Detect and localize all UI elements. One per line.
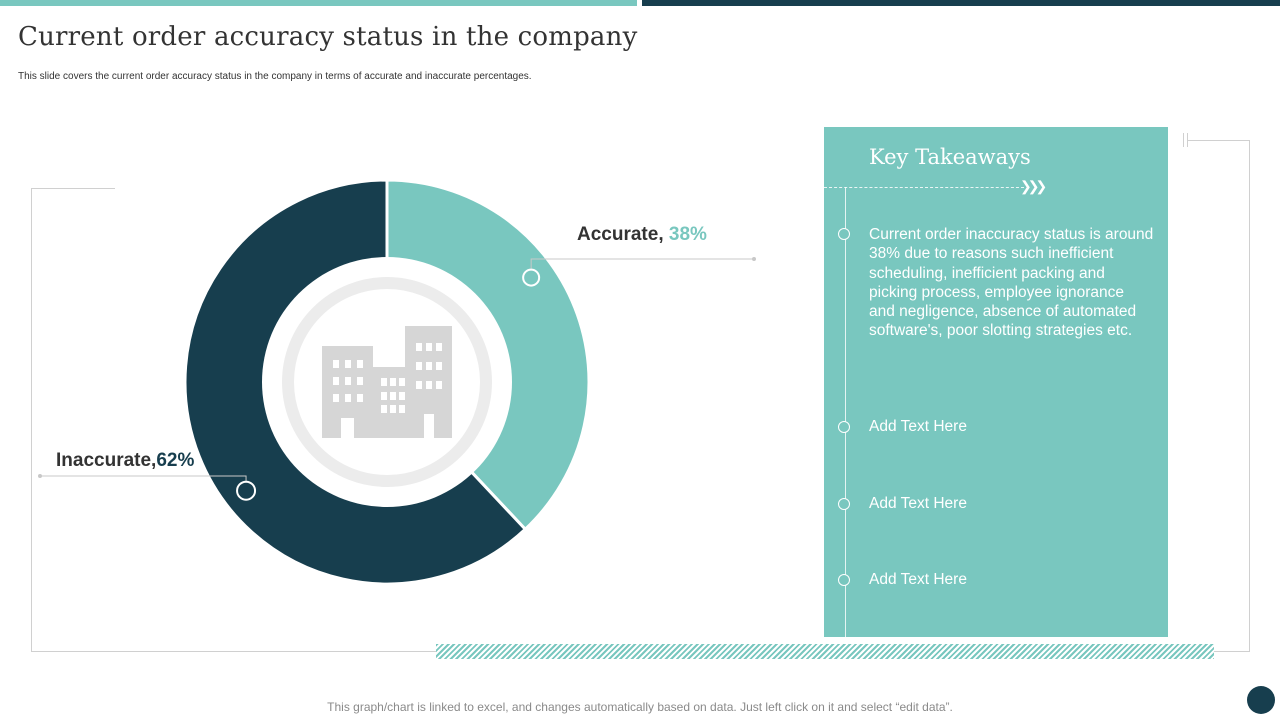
building-gap [424,414,434,438]
building-window [426,381,432,389]
building-window [357,360,363,368]
building-window [436,343,442,351]
building-window [345,377,351,385]
key-takeaways-panel: Key Takeaways ❯❯❯ Current order inaccura… [824,127,1168,637]
building-window [399,392,405,400]
building-window [357,394,363,402]
timeline-dot [838,228,850,240]
building-window [399,405,405,413]
building-middle [373,367,407,438]
building-window [390,378,396,386]
building-window [416,381,422,389]
building-window [436,381,442,389]
panel-divider [824,187,1024,188]
data-label-accurate-name: Accurate, [577,224,664,245]
frame-line-top-left [31,188,115,189]
top-accent-bar-left [0,0,637,6]
timeline-dot [838,498,850,510]
frame-line-right [1249,140,1250,652]
marker-dot-inaccurate [236,480,257,501]
chevron-right-icon: ❯❯❯ [1020,178,1047,194]
takeaway-text-3: Add Text Here [869,495,967,512]
building-window [333,377,339,385]
building-window [345,394,351,402]
donut-inner-ring [282,277,492,487]
takeaway-text-4: Add Text Here [869,571,967,588]
leader-line-accurate [530,258,754,278]
takeaway-text-1: Current order inaccuracy status is aroun… [869,226,1154,340]
frame-line-top-right [1188,140,1250,141]
corner-dot [1247,686,1275,714]
frame-tick-2 [1187,133,1188,147]
page-title: Current order accuracy status in the com… [18,22,638,52]
timeline-line [845,187,846,637]
data-label-inaccurate-value: 62% [156,450,195,471]
building-window [426,343,432,351]
building-window [399,378,405,386]
page-subtitle: This slide covers the current order accu… [18,71,532,82]
building-window [426,362,432,370]
data-label-accurate-value: 38% [668,224,707,245]
building-window [357,377,363,385]
building-window [390,405,396,413]
data-label-accurate: Accurate, 38% [577,224,707,246]
building-window [416,343,422,351]
frame-tick-1 [1183,133,1184,147]
data-label-inaccurate-name: Inaccurate, [56,450,157,471]
building-window [333,394,339,402]
data-label-inaccurate: Inaccurate,62% [56,450,194,472]
key-takeaways-title: Key Takeaways [869,145,1031,169]
building-window [345,360,351,368]
donut-chart[interactable] [0,0,800,720]
timeline-dot [838,421,850,433]
takeaway-text-2: Add Text Here [869,418,967,435]
building-window [381,392,387,400]
footer-note: This graph/chart is linked to excel, and… [327,700,953,714]
building-window [436,362,442,370]
building-window [416,362,422,370]
building-window [381,378,387,386]
frame-line-left [31,188,32,651]
building-window [381,405,387,413]
building-gap [341,418,354,438]
leader-end-dot-inaccurate [38,474,42,478]
building-window [390,392,396,400]
building-icon [322,326,452,438]
hatched-accent-bar [436,644,1214,659]
leader-end-dot-accurate [752,257,756,261]
building-window [333,360,339,368]
marker-dot-accurate [522,268,541,287]
timeline-dot [838,574,850,586]
top-accent-bar-right [642,0,1280,6]
